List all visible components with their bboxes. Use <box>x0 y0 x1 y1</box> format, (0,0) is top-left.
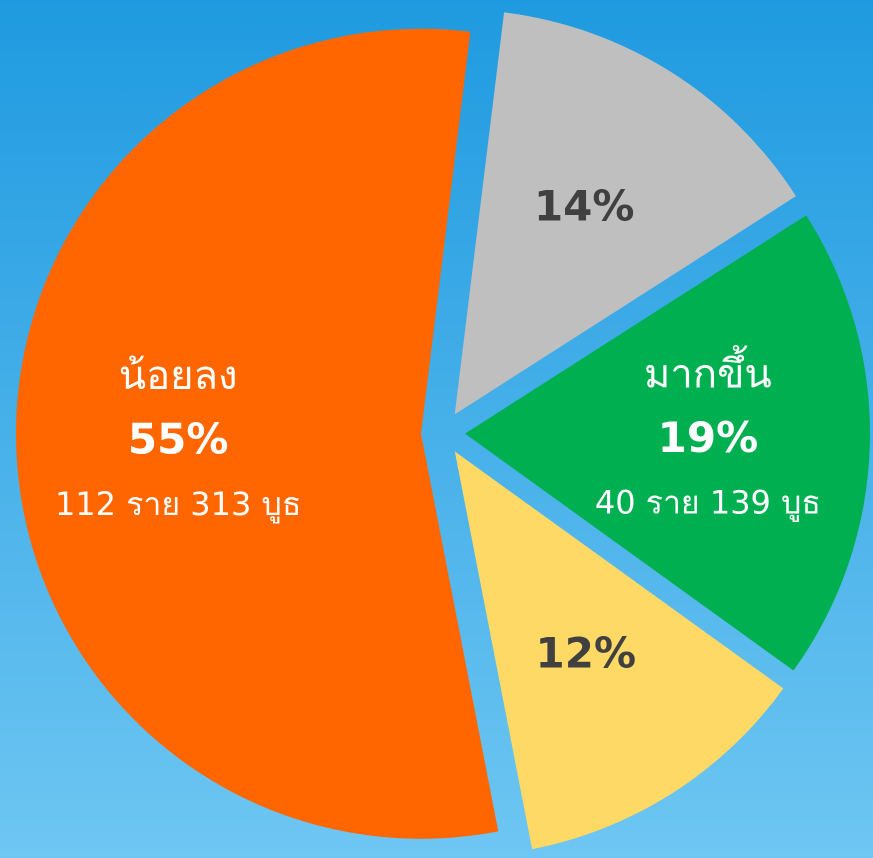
value-label: 19% <box>658 413 759 462</box>
pie-slice <box>464 215 870 671</box>
slice-label: น้อยลง <box>119 353 238 399</box>
slice-detail: 40 ราย 139 บูธ <box>595 483 821 522</box>
slice-detail: 112 ราย 313 บูธ <box>55 485 301 524</box>
pie-slice <box>454 12 796 415</box>
slice-label: มากขึ้น <box>644 344 772 397</box>
pie-slice <box>16 28 499 839</box>
value-label: 14% <box>534 181 635 230</box>
value-label: 12% <box>536 629 637 678</box>
pie-slice <box>454 451 784 850</box>
value-label: 55% <box>128 415 229 464</box>
